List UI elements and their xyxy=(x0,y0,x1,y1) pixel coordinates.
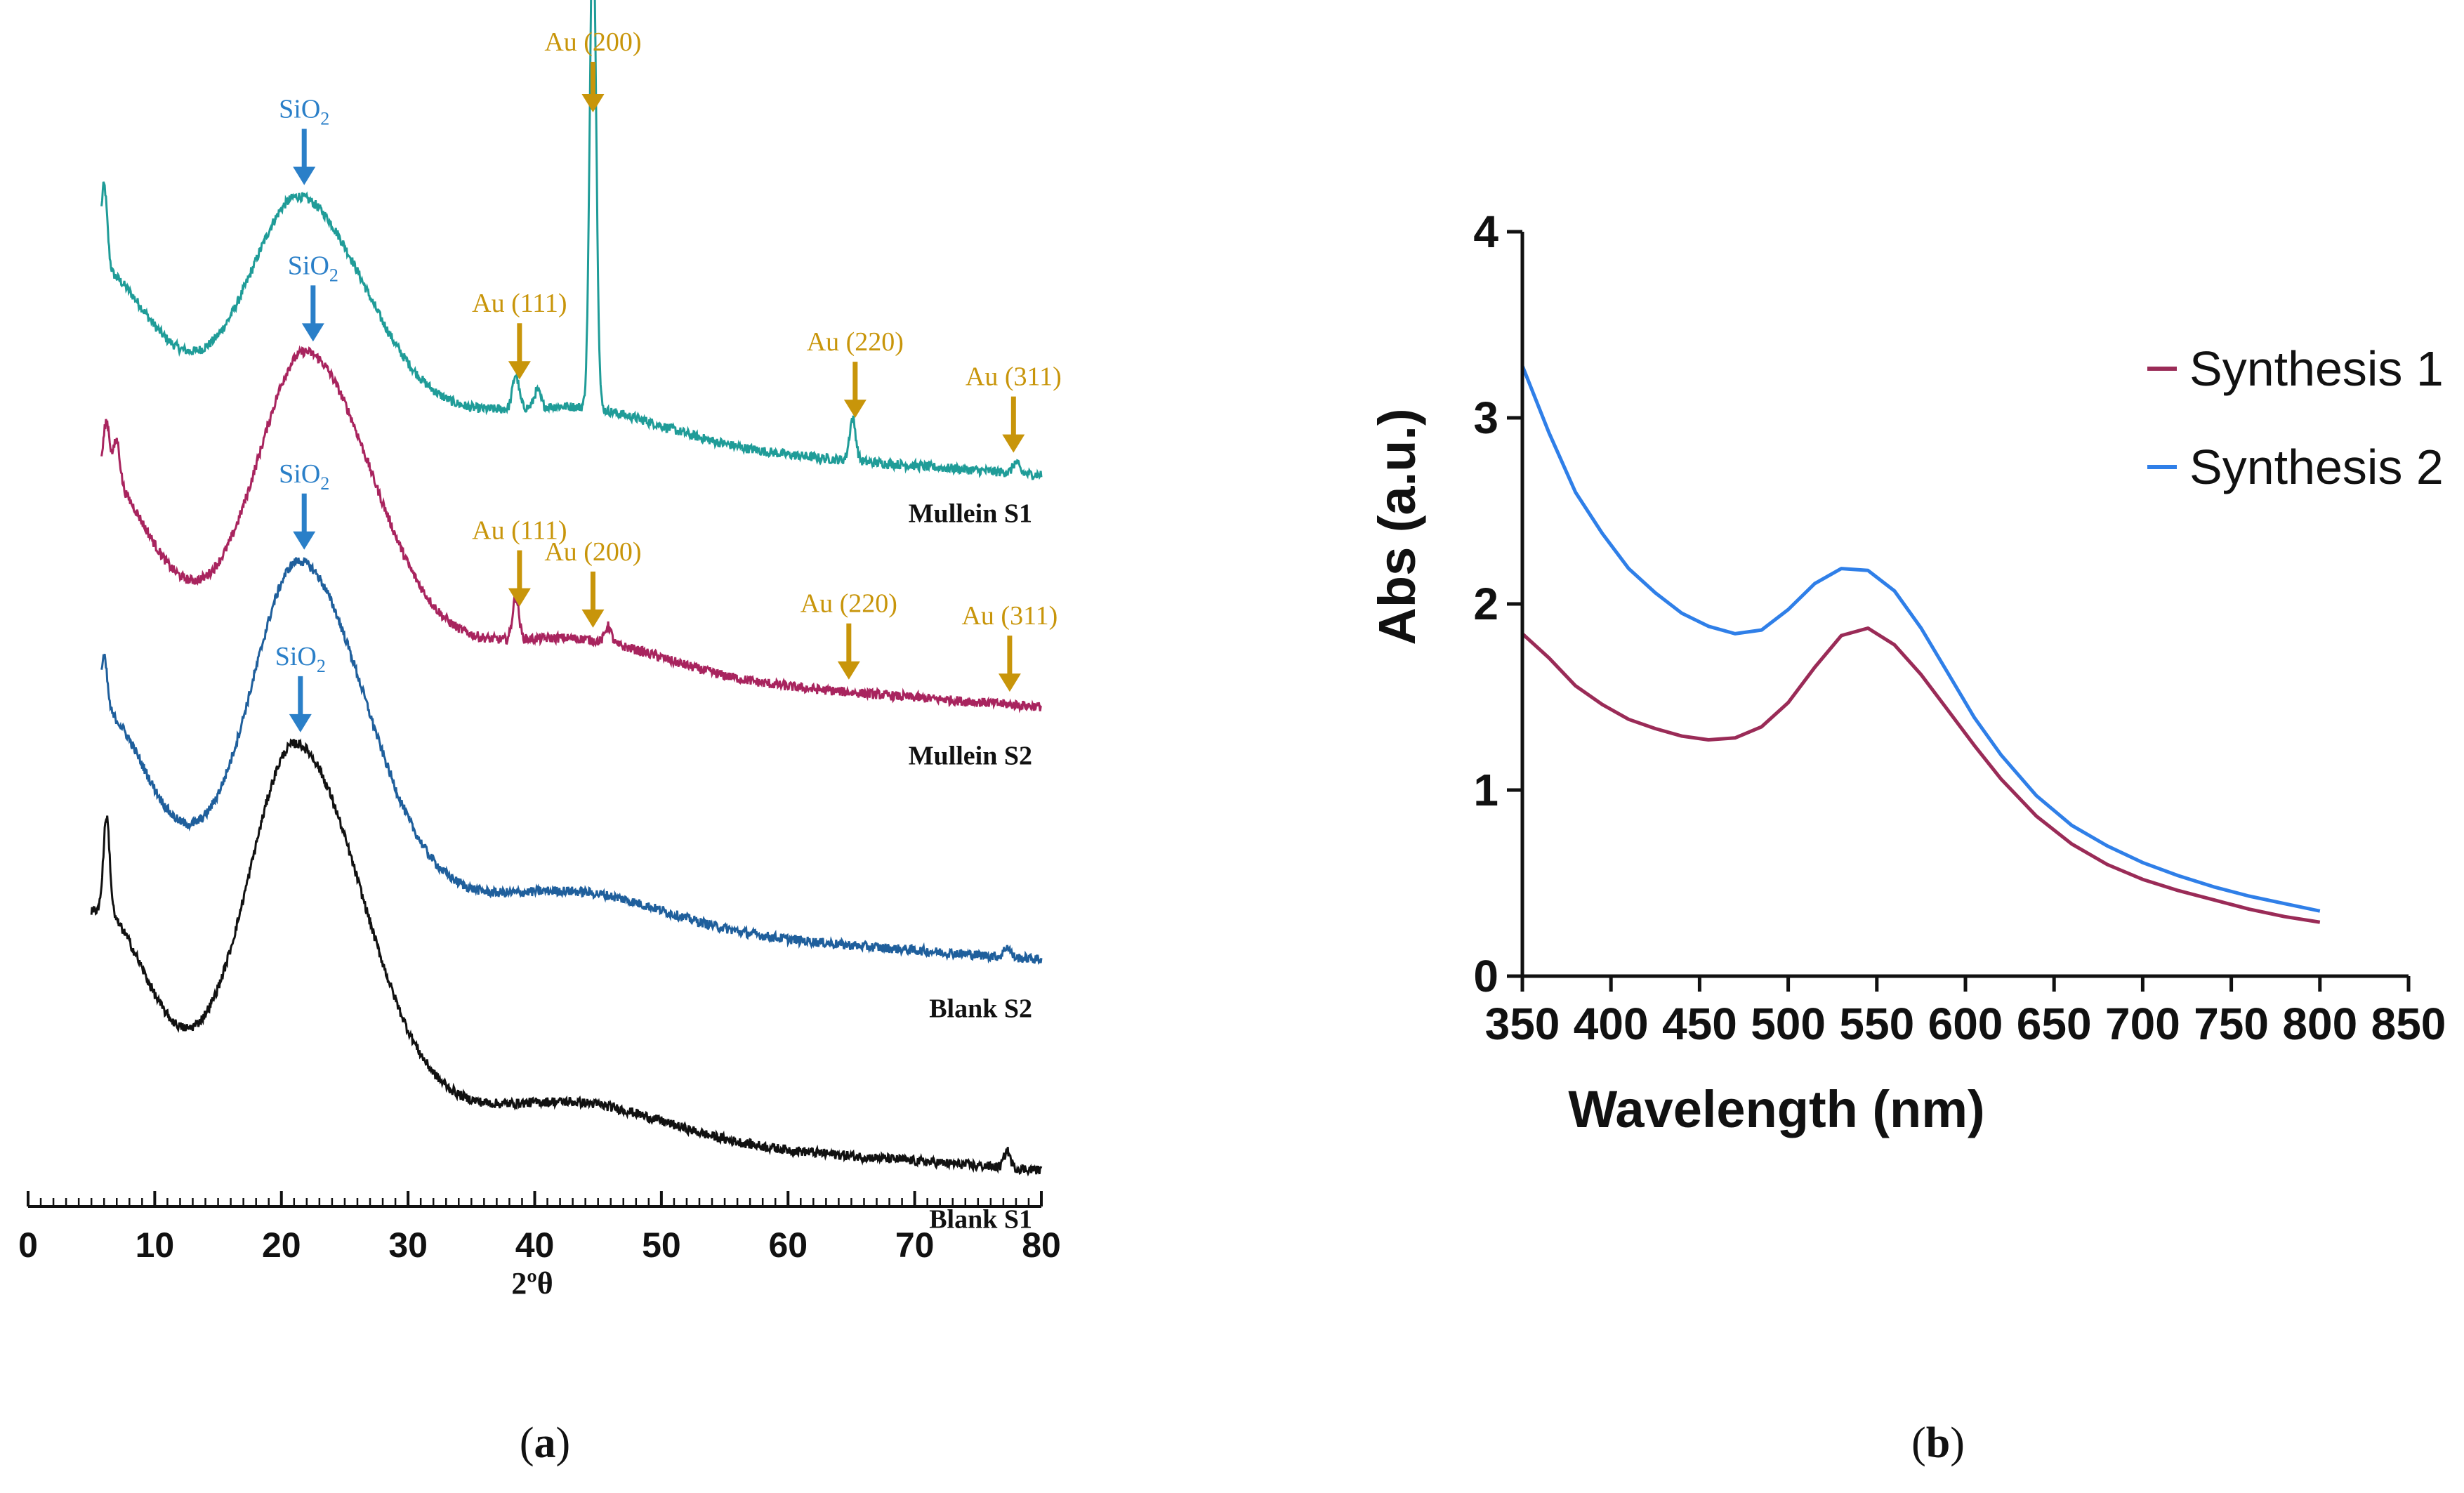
annotation-label-sio: SiO2 xyxy=(275,642,326,676)
annotation-label-au-200: Au (200) xyxy=(544,27,641,57)
panel-a-caption: (a) xyxy=(520,1419,570,1467)
annotation-arrow-head xyxy=(508,588,531,607)
panel-b-uvvis-chart: 0 1 2 3 4 350 400 450 500 550 600 650 700 750 800 850 W… xyxy=(1368,206,2446,1467)
uvvis-y-tick-label: 0 xyxy=(1473,951,1498,1001)
annotation-label-au-200: Au (200) xyxy=(544,537,641,567)
xrd-trace-mullein-s1 xyxy=(100,0,1043,480)
panel-b-caption: (b) xyxy=(1911,1419,1965,1467)
xrd-trace-mullein-s2 xyxy=(100,345,1043,713)
xrd-tick-label: 30 xyxy=(388,1225,428,1265)
annotation-label-au-220: Au (220) xyxy=(801,589,897,619)
uvvis-series-lines xyxy=(1520,364,2321,924)
xrd-trace-blank-s2 xyxy=(100,557,1043,965)
legend-label-synthesis-2: Synthesis 2 xyxy=(2189,440,2444,494)
uvvis-y-tick-label: 1 xyxy=(1473,765,1498,815)
uvvis-line-synthesis-1 xyxy=(1521,626,2321,924)
xrd-tick-label: 70 xyxy=(895,1225,935,1265)
uvvis-y-axis-label: Abs (a.u.) xyxy=(1368,408,1426,645)
xrd-tick-label: 0 xyxy=(18,1225,38,1265)
annotation-label-sio: SiO2 xyxy=(288,251,338,285)
uvvis-x-tick-label: 750 xyxy=(2194,999,2269,1049)
annotation-arrow-head xyxy=(301,323,324,342)
annotation-arrow-head xyxy=(293,166,316,185)
xrd-tick-label: 40 xyxy=(515,1225,555,1265)
xrd-traces: Mullein S1 Mullein S2 Blank S2 Blank S1 xyxy=(90,0,1043,1234)
annotation-label-au-311: Au (311) xyxy=(961,601,1058,631)
uvvis-y-tick-label: 4 xyxy=(1473,206,1498,257)
uvvis-x-axis-label: Wavelength (nm) xyxy=(1568,1080,1984,1138)
uvvis-x-tick-label: 650 xyxy=(2017,999,2092,1049)
annotation-arrow-head xyxy=(293,531,316,550)
annotation-label-au-220: Au (220) xyxy=(807,327,904,357)
uvvis-x-tick-label: 400 xyxy=(1574,999,1649,1049)
xrd-tick-label: 80 xyxy=(1022,1225,1061,1265)
uvvis-x-tick-label: 450 xyxy=(1662,999,1737,1049)
annotation-arrow-head xyxy=(837,661,860,680)
uvvis-axes: 0 1 2 3 4 350 400 450 500 550 600 650 700 750 800 850 xyxy=(1473,206,2446,1049)
annotation-arrow-head xyxy=(843,400,867,419)
annotation-arrow-head xyxy=(1002,434,1025,453)
xrd-series-label-blank-s2: Blank S2 xyxy=(929,994,1032,1024)
panel-a-xrd-chart: Mullein S1 Mullein S2 Blank S2 Blank S1 SiO… xyxy=(18,0,1062,1467)
xrd-x-axis-label: 2ºθ xyxy=(511,1266,553,1301)
uvvis-x-tick-label: 550 xyxy=(1839,999,1914,1049)
xrd-series-label-mullein-s2: Mullein S2 xyxy=(909,742,1032,771)
uvvis-x-tick-label: 600 xyxy=(1928,999,2003,1049)
xrd-series-label-blank-s1: Blank S1 xyxy=(929,1204,1032,1234)
xrd-series-label-mullein-s1: Mullein S1 xyxy=(909,499,1032,529)
uvvis-x-tick-label: 800 xyxy=(2282,999,2357,1049)
xrd-tick-label: 10 xyxy=(136,1225,175,1265)
xrd-tick-label: 60 xyxy=(768,1225,808,1265)
uvvis-x-tick-label: 500 xyxy=(1751,999,1826,1049)
annotation-arrow-head xyxy=(581,609,605,628)
xrd-tick-label: 20 xyxy=(262,1225,301,1265)
annotation-arrow-head xyxy=(581,94,605,112)
annotation-label-au-311: Au (311) xyxy=(966,362,1062,392)
uvvis-y-tick-label: 3 xyxy=(1473,393,1498,443)
annotation-arrow-head xyxy=(998,673,1021,692)
legend-label-synthesis-1: Synthesis 1 xyxy=(2189,341,2444,396)
annotation-arrow-head xyxy=(289,713,312,732)
uvvis-x-tick-label: 350 xyxy=(1485,999,1560,1049)
annotation-arrow-head xyxy=(508,361,531,380)
uvvis-x-tick-label: 700 xyxy=(2105,999,2180,1049)
uvvis-line-synthesis-2 xyxy=(1520,364,2321,913)
xrd-x-axis: 0 10 20 30 40 50 60 70 80 xyxy=(18,1191,1061,1265)
xrd-trace-blank-s1 xyxy=(90,738,1043,1177)
annotation-label-sio: SiO2 xyxy=(279,459,329,494)
uvvis-legend: Synthesis 1 Synthesis 2 xyxy=(2147,341,2444,494)
xrd-tick-label: 50 xyxy=(642,1225,681,1265)
annotation-label-sio: SiO2 xyxy=(279,95,329,129)
annotation-label-au-111: Au (111) xyxy=(472,289,567,318)
uvvis-x-tick-label: 850 xyxy=(2371,999,2446,1049)
uvvis-y-tick-label: 2 xyxy=(1473,579,1498,629)
annotation-label-au-111: Au (111) xyxy=(472,516,567,546)
